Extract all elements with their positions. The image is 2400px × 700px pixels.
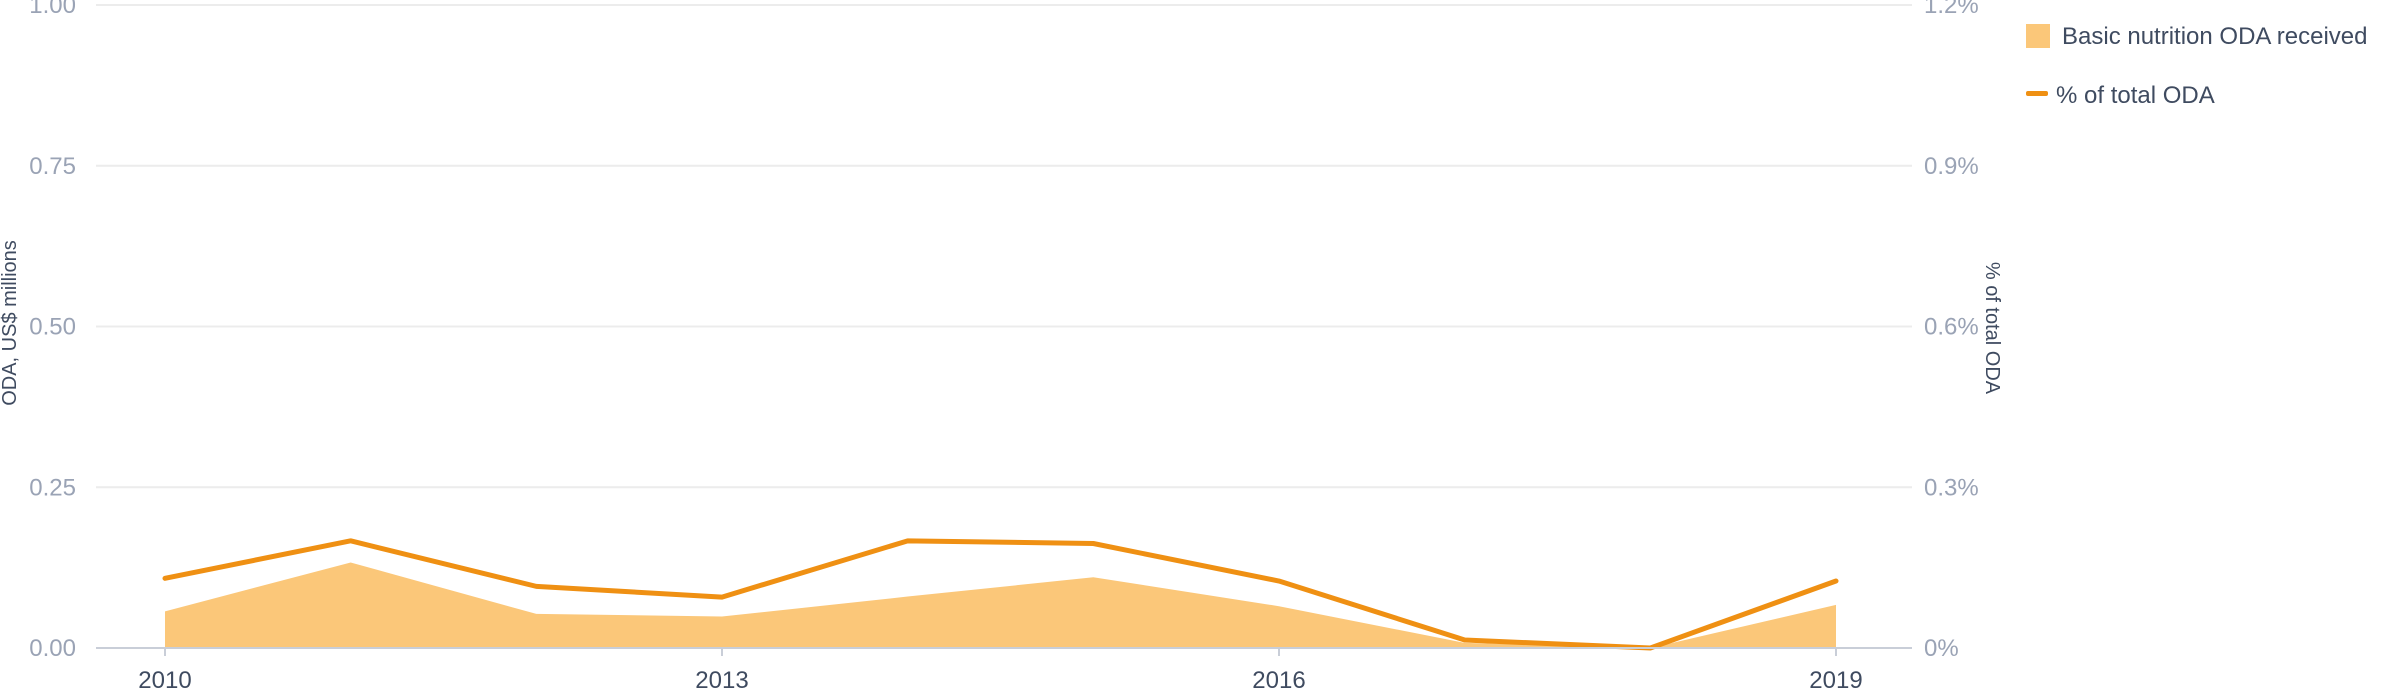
right-tick-label: 0% [1924, 635, 1959, 662]
area-series-basic-nutrition [165, 562, 1836, 648]
legend-item-line[interactable]: % of total ODA [2026, 82, 2215, 109]
line-layer [162, 538, 1839, 651]
left-tick-label: 0.25 [29, 474, 76, 501]
left-tick-label: 0.50 [29, 314, 76, 341]
x-tick-label: 2016 [1252, 667, 1305, 694]
legend-label-area: Basic nutrition ODA received [2062, 23, 2367, 50]
legend-item-area[interactable]: Basic nutrition ODA received [2026, 23, 2367, 50]
legend-label-line: % of total ODA [2056, 82, 2215, 109]
left-axis-title: ODA, US$ millions [0, 240, 21, 406]
axes-layer: 0.00 0.25 0.50 0.75 1.00 0% 0.3% 0.6% 0.9% 1.2% 20… [29, 0, 1978, 694]
right-axis-title: % of total ODA [1981, 262, 2003, 395]
legend-swatch-line [2026, 91, 2048, 96]
x-tick-label: 2010 [138, 667, 191, 694]
legend: Basic nutrition ODA received % of total … [2026, 23, 2367, 109]
x-tick-label: 2019 [1809, 667, 1862, 694]
right-tick-label: 1.2% [1924, 0, 1979, 19]
line-series-pct-total-oda [162, 538, 1839, 651]
area-layer [165, 562, 1836, 648]
left-tick-label: 0.75 [29, 153, 76, 180]
x-tick-label: 2013 [695, 667, 748, 694]
right-tick-label: 0.3% [1924, 474, 1979, 501]
legend-swatch-area [2026, 24, 2050, 48]
grid-layer [96, 4, 1912, 489]
right-tick-label: 0.9% [1924, 153, 1979, 180]
left-tick-label: 0.00 [29, 635, 76, 662]
right-tick-label: 0.6% [1924, 314, 1979, 341]
left-tick-label: 1.00 [29, 0, 76, 19]
